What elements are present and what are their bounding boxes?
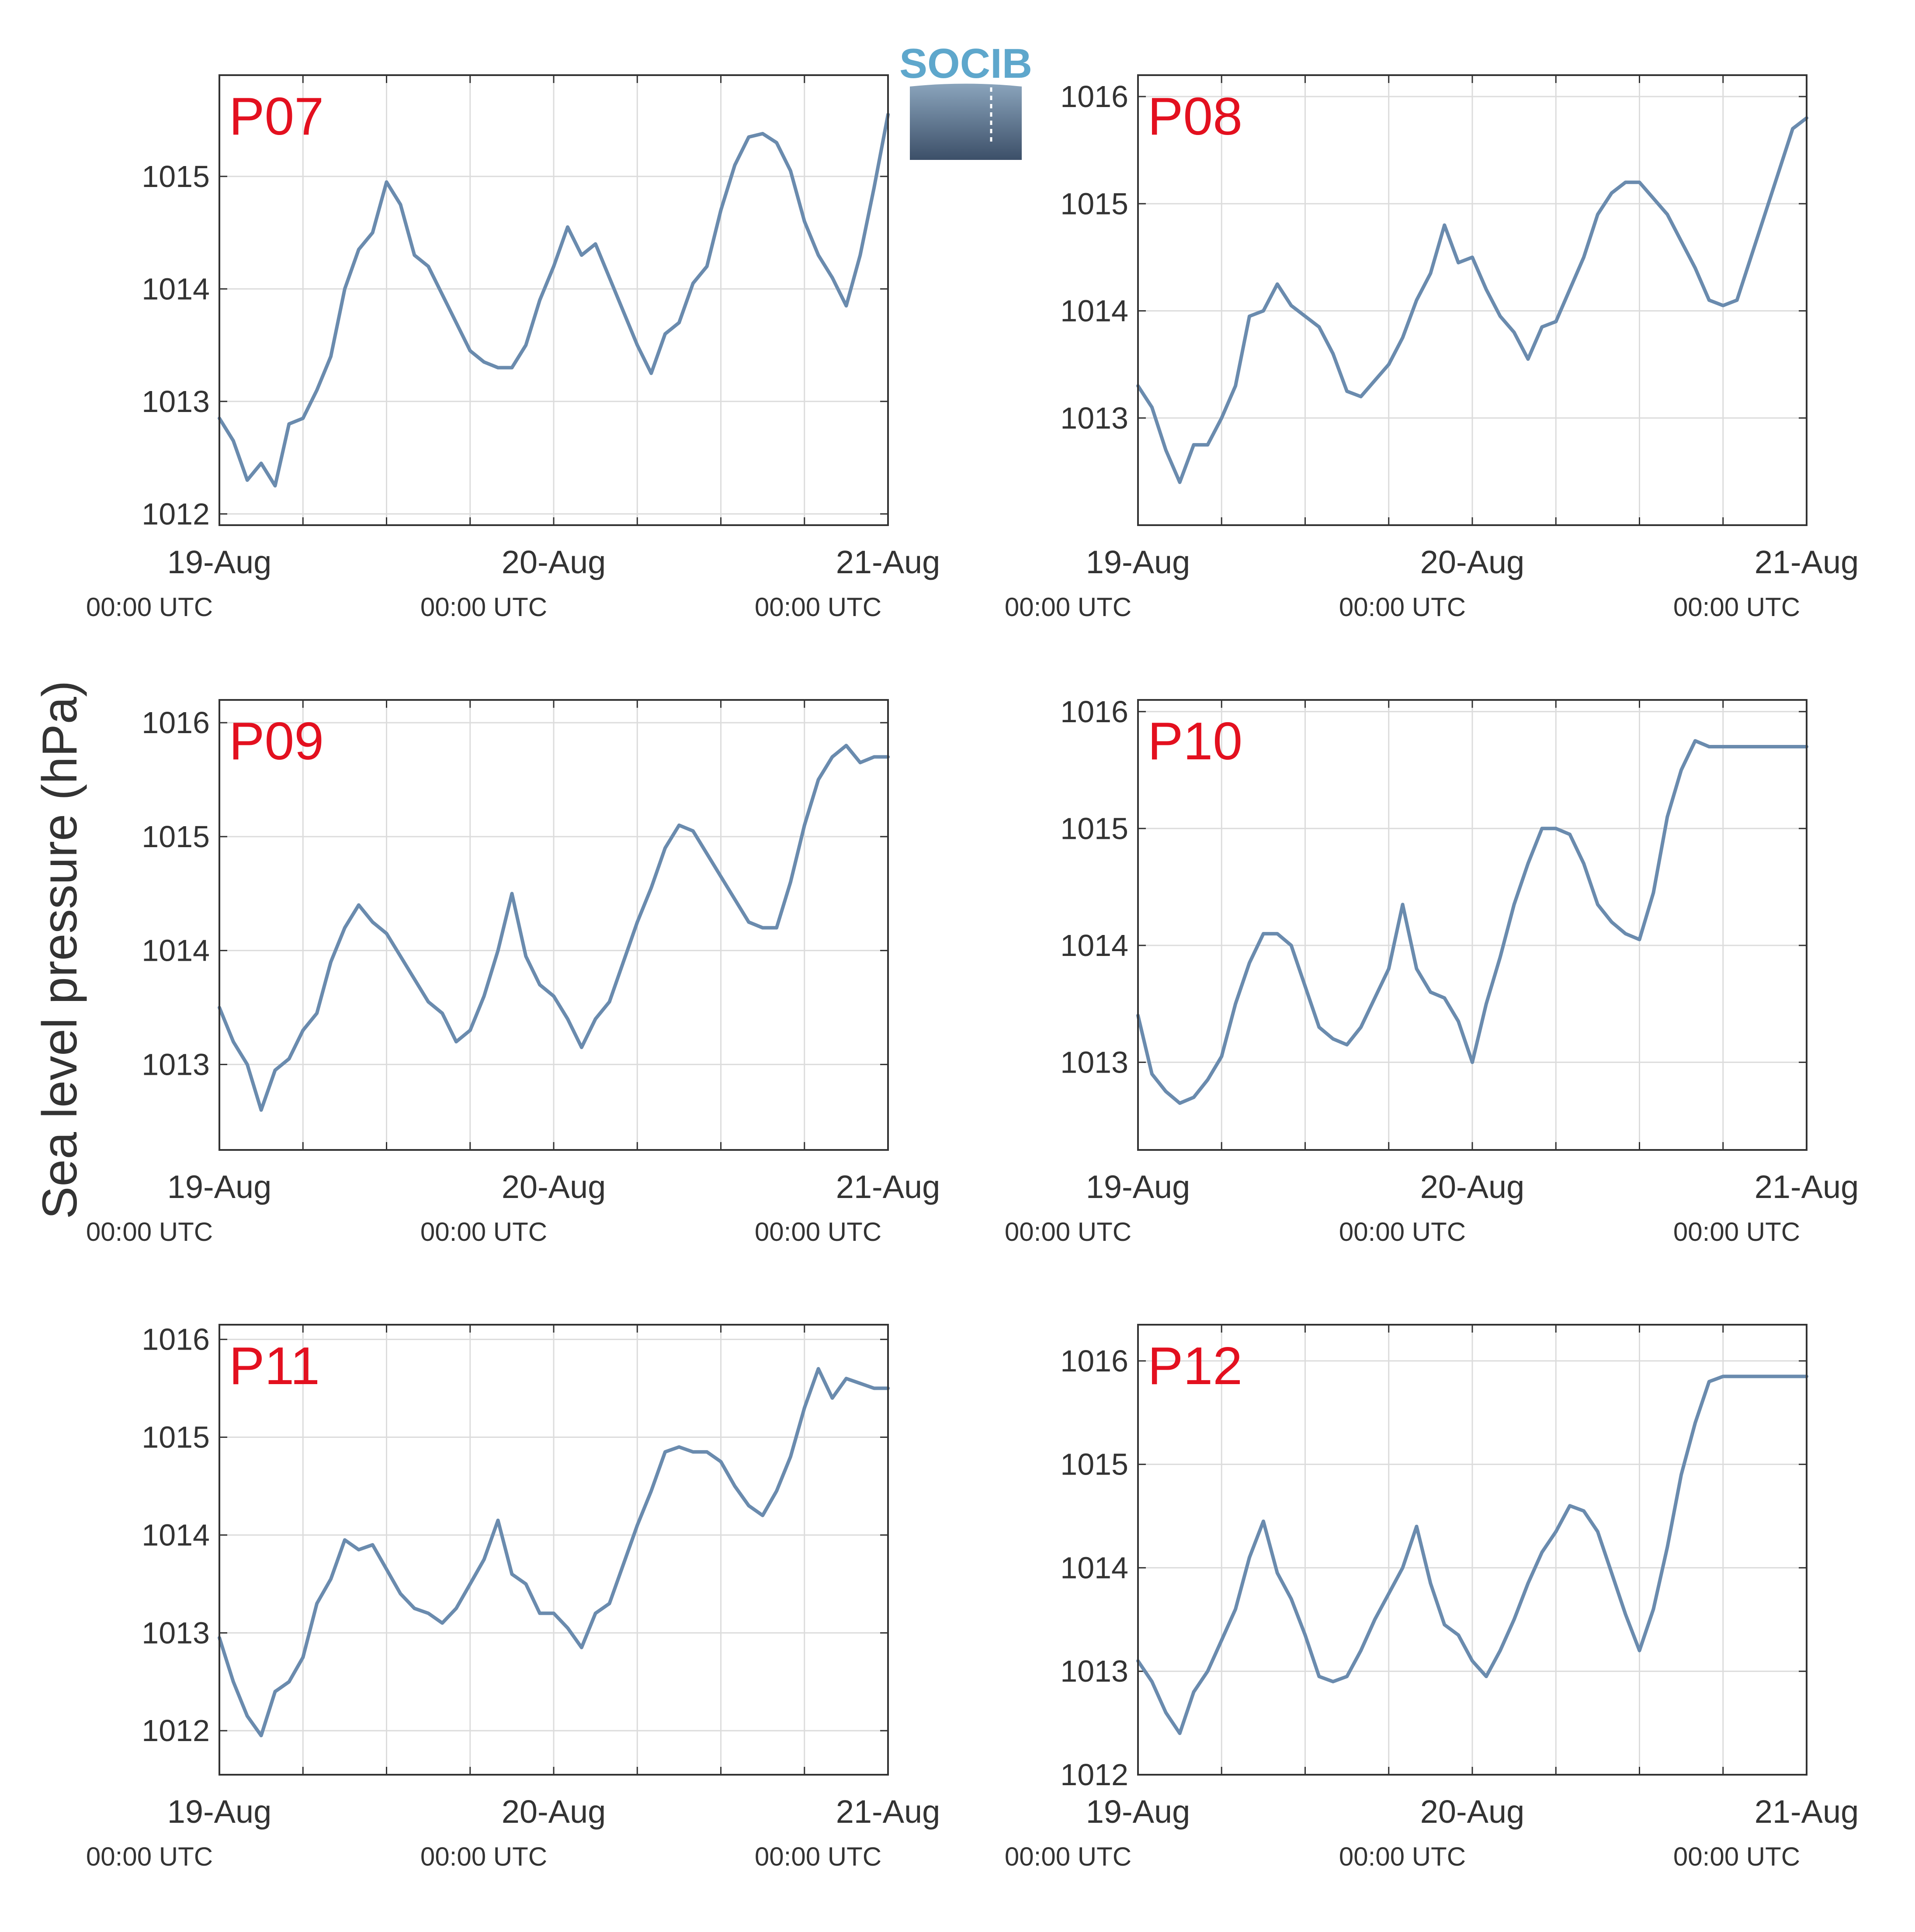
y-tick-label: 1012 [142, 1714, 210, 1748]
panel-label-p08: P08 [1148, 87, 1242, 146]
y-tick-label: 1014 [142, 934, 210, 968]
x-tick-label: 20-Aug [502, 544, 606, 580]
y-tick-label: 1014 [1060, 928, 1128, 963]
y-tick-label: 1012 [142, 497, 210, 531]
y-tick-label: 1013 [142, 1047, 210, 1081]
x-tick-sublabel: 00:00 UTC [755, 592, 881, 622]
axes-frame [1137, 1324, 1807, 1776]
x-tick-label: 20-Aug [1420, 1794, 1525, 1830]
series-line-p12 [1136, 1375, 1808, 1735]
chart-p07: 1012 1013 1014 1015 19-Aug 00:00 UTC 20-Aug 00:… [86, 74, 940, 622]
y-tick-label: 1014 [142, 1518, 210, 1552]
x-tick-sublabel: 00:00 UTC [86, 1842, 213, 1871]
x-tick-label: 21-Aug [836, 1169, 940, 1205]
x-tick-sublabel: 00:00 UTC [86, 1217, 213, 1246]
y-tick-label: 1015 [142, 820, 210, 854]
panel-label-p10: P10 [1148, 711, 1242, 771]
chart-p10: 1013 1014 1015 1016 19-Aug 00:00 UTC 20-Aug 00:… [1005, 695, 1859, 1246]
chart-p08: 1013 1014 1015 1016 19-Aug 00:00 UTC 20-Aug 00:… [1005, 74, 1859, 622]
series-line-p07 [218, 113, 890, 488]
x-tick-label: 20-Aug [1420, 544, 1525, 580]
x-tick-sublabel: 00:00 UTC [1673, 1842, 1800, 1871]
x-tick-sublabel: 00:00 UTC [420, 592, 547, 622]
y-tick-label: 1015 [142, 159, 210, 194]
chart-p11: 1012 1013 1014 1015 1016 19-Aug 00:00 UTC 20-Au… [86, 1323, 940, 1871]
x-tick-label: 21-Aug [1755, 1169, 1859, 1205]
x-tick-sublabel: 00:00 UTC [420, 1217, 547, 1246]
x-tick-label: 20-Aug [502, 1169, 606, 1205]
socib-logo-text: SOCIB [899, 40, 1032, 87]
x-tick-label: 19-Aug [167, 1169, 272, 1205]
y-tick-label: 1015 [1060, 1447, 1128, 1482]
x-tick-sublabel: 00:00 UTC [1005, 1217, 1131, 1246]
axes-frame [219, 1324, 889, 1776]
x-tick-sublabel: 00:00 UTC [1673, 1217, 1800, 1246]
x-tick-sublabel: 00:00 UTC [86, 592, 213, 622]
y-tick-label: 1014 [1060, 1551, 1128, 1585]
y-tick-label: 1012 [1060, 1758, 1128, 1792]
x-tick-label: 19-Aug [167, 1794, 272, 1830]
x-tick-sublabel: 00:00 UTC [1673, 592, 1800, 622]
x-tick-sublabel: 00:00 UTC [1339, 1217, 1466, 1246]
x-tick-label: 21-Aug [1755, 1794, 1859, 1830]
y-tick-label: 1013 [1060, 1045, 1128, 1079]
x-tick-label: 19-Aug [167, 544, 272, 580]
x-tick-sublabel: 00:00 UTC [1005, 592, 1131, 622]
x-tick-sublabel: 00:00 UTC [755, 1217, 881, 1246]
x-tick-label: 19-Aug [1086, 1794, 1190, 1830]
series-line-p09 [218, 744, 890, 1112]
x-tick-label: 21-Aug [836, 544, 940, 580]
y-tick-label: 1013 [142, 384, 210, 419]
y-tick-label: 1013 [142, 1616, 210, 1650]
y-tick-label: 1015 [142, 1420, 210, 1454]
y-tick-label: 1015 [1060, 811, 1128, 845]
axes-frame [1137, 699, 1807, 1151]
y-tick-label: 1016 [1060, 695, 1128, 729]
x-tick-label: 19-Aug [1086, 1169, 1190, 1205]
y-tick-label: 1013 [1060, 1654, 1128, 1688]
series-line-p10 [1136, 739, 1808, 1105]
chart-p12: 1012 1013 1014 1015 1016 19-Aug 00:00 UTC 20-Au… [1005, 1324, 1859, 1871]
x-tick-sublabel: 00:00 UTC [1339, 592, 1466, 622]
x-tick-label: 21-Aug [836, 1794, 940, 1830]
y-tick-label: 1015 [1060, 187, 1128, 221]
x-tick-label: 20-Aug [1420, 1169, 1525, 1205]
panel-label-p07: P07 [229, 87, 324, 146]
x-tick-label: 19-Aug [1086, 544, 1190, 580]
x-tick-sublabel: 00:00 UTC [420, 1842, 547, 1871]
x-tick-sublabel: 00:00 UTC [1339, 1842, 1466, 1871]
y-tick-label: 1016 [1060, 1344, 1128, 1378]
y-tick-label: 1014 [142, 272, 210, 306]
panel-label-p12: P12 [1148, 1336, 1242, 1395]
chart-p09: 1013 1014 1015 1016 19-Aug 00:00 UTC 20-Aug 00:… [86, 699, 940, 1246]
y-tick-label: 1016 [142, 1323, 210, 1357]
x-tick-label: 20-Aug [502, 1794, 606, 1830]
axes-frame [1137, 74, 1807, 526]
x-tick-label: 21-Aug [1755, 544, 1859, 580]
y-tick-label: 1013 [1060, 401, 1128, 435]
y-tick-label: 1014 [1060, 294, 1128, 328]
axes-frame [219, 699, 889, 1151]
axes-frame [219, 74, 889, 526]
panel-label-p09: P09 [229, 711, 324, 771]
y-tick-label: 1016 [1060, 80, 1128, 114]
panel-label-p11: P11 [229, 1336, 320, 1395]
series-line-p11 [218, 1367, 890, 1738]
socib-logo-wave [910, 83, 1022, 160]
x-tick-sublabel: 00:00 UTC [1005, 1842, 1131, 1871]
socib-logo: SOCIB [899, 40, 1032, 160]
series-line-p08 [1136, 116, 1808, 484]
y-tick-label: 1016 [142, 706, 210, 740]
y-axis-label: Sea level pressure (hPa) [32, 681, 87, 1219]
x-tick-sublabel: 00:00 UTC [755, 1842, 881, 1871]
